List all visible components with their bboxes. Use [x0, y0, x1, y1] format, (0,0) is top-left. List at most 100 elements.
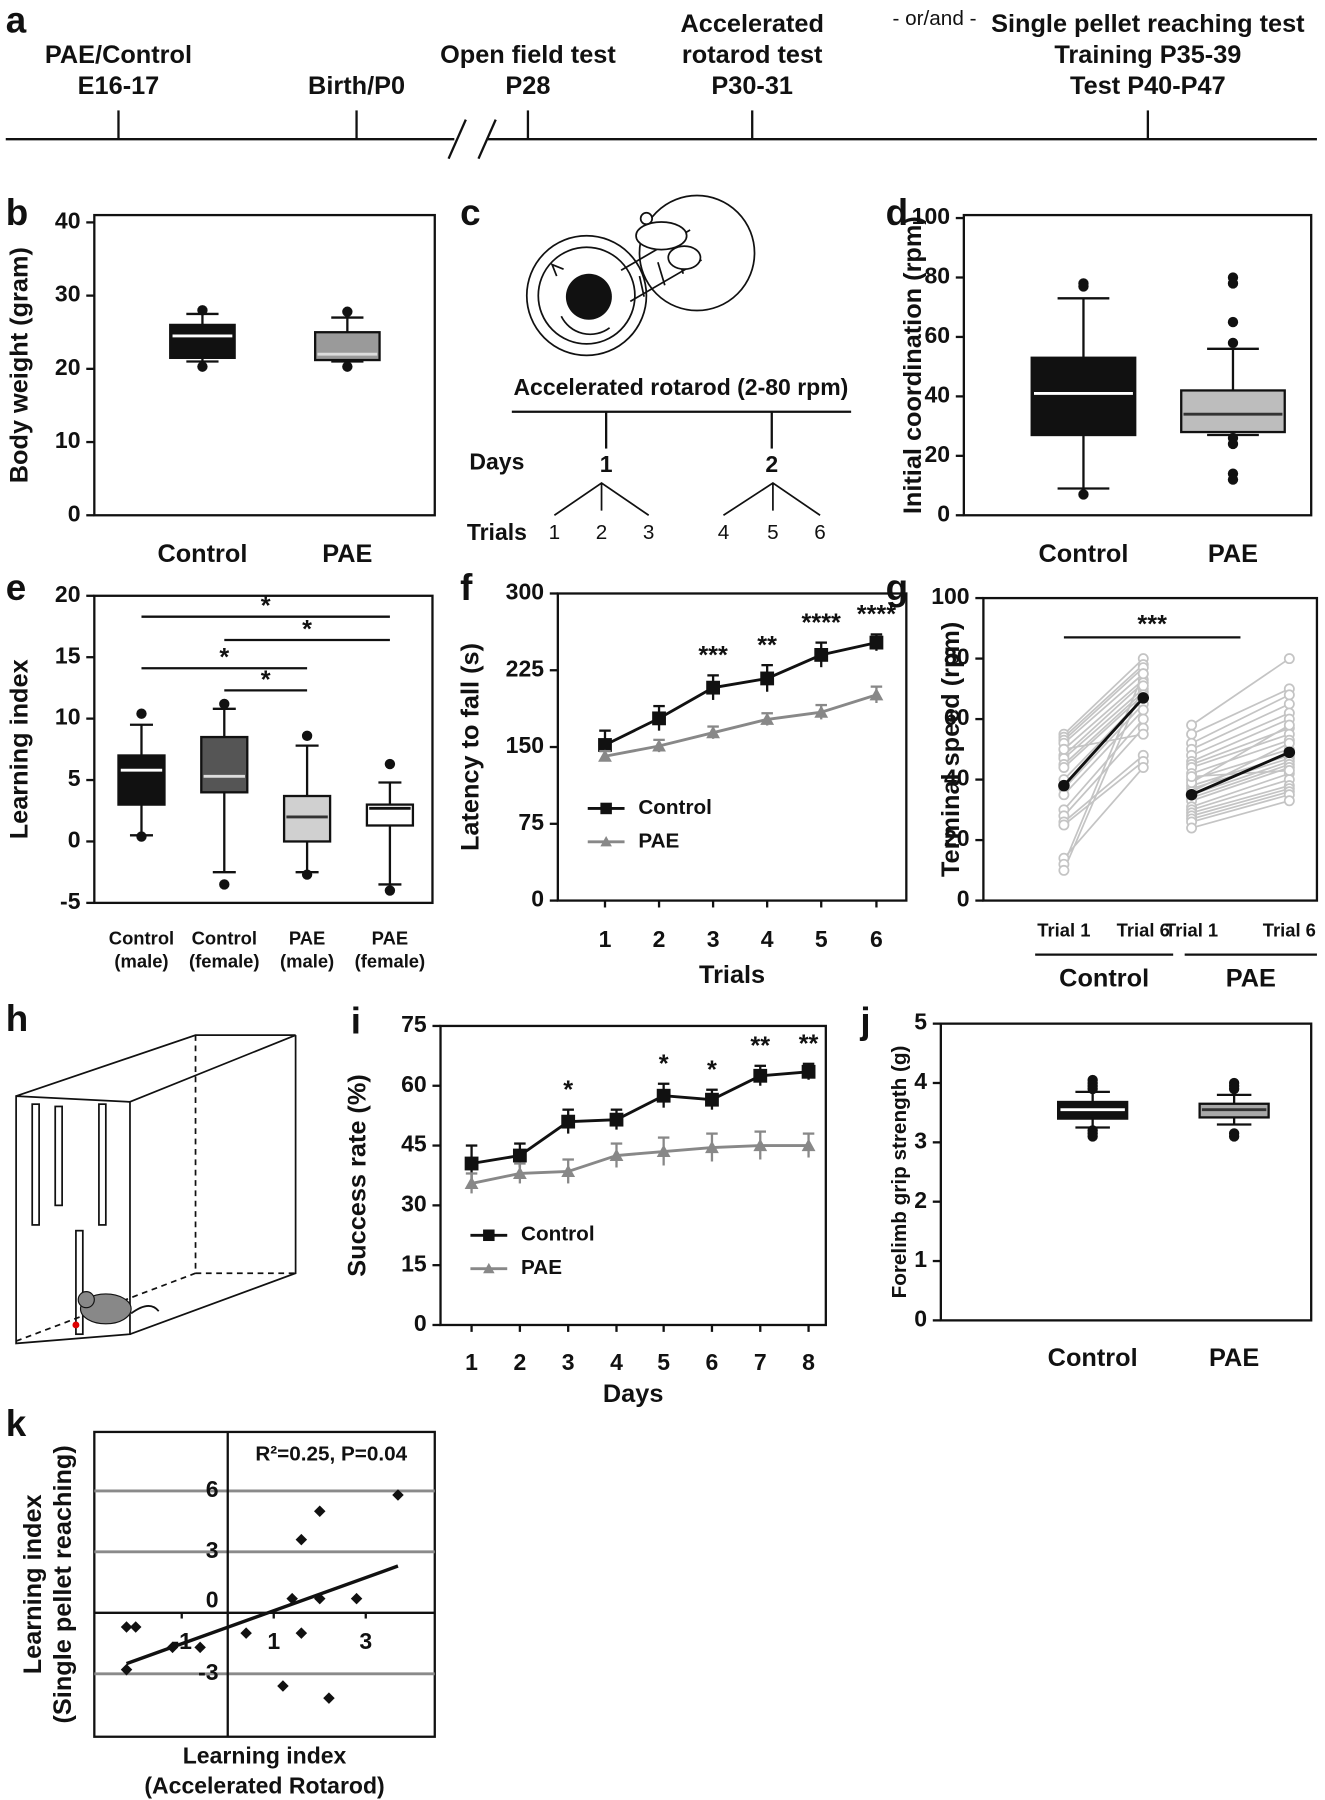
significance-label: *** [698, 642, 728, 670]
y-tick-label: 40 [944, 765, 970, 791]
marker [760, 671, 775, 686]
point [1283, 689, 1295, 701]
y-tick-label: 60 [944, 704, 970, 730]
x-tick-label: Control [157, 540, 247, 568]
flier [1078, 281, 1089, 292]
timeline-label: Birth/P0 [308, 72, 405, 100]
y-tick-label: 30 [401, 1190, 427, 1216]
flier [197, 305, 208, 316]
box [365, 803, 415, 827]
trial-label: 6 [814, 521, 826, 544]
trial-label: 1 [549, 521, 561, 544]
x-tick-label: PAE [1208, 540, 1258, 568]
x-tick-label: 3 [359, 1628, 372, 1654]
significance-label: * [563, 1076, 573, 1104]
plot-frame [439, 1024, 827, 1327]
marker [652, 739, 666, 752]
point [1283, 653, 1295, 665]
significance-label: ** [750, 1032, 770, 1060]
flier [1087, 1083, 1098, 1095]
marker [561, 1114, 576, 1129]
x-axis-label: Learning index [183, 1743, 347, 1769]
marker [705, 1140, 719, 1154]
panel-label: f [460, 567, 473, 608]
pair-line [1191, 784, 1290, 814]
y-tick-label: 100 [912, 203, 950, 229]
pair-line [1063, 673, 1144, 744]
pair-line [1191, 748, 1290, 781]
timeline-label: P28 [505, 72, 550, 100]
flier [301, 869, 313, 880]
pair-line [1063, 667, 1144, 741]
point [1137, 713, 1149, 725]
point [1283, 737, 1295, 749]
y-tick-label: 0 [531, 886, 544, 912]
pair-line [1063, 685, 1145, 871]
point [1058, 819, 1070, 831]
y-tick-label: 0 [68, 827, 81, 853]
y-tick-label: 4 [914, 1068, 927, 1094]
fit-line [125, 1564, 399, 1666]
y-tick-label: 100 [931, 583, 969, 609]
x-tick-label: Control [192, 928, 257, 949]
marker [706, 680, 721, 695]
timeline-label: Single pellet reaching test [991, 10, 1305, 38]
x-tick-label: 5 [815, 926, 828, 952]
x-axis-label: Days [603, 1380, 663, 1408]
y-axis-label: Success rate (%) [344, 1074, 372, 1276]
flier [1087, 1131, 1098, 1142]
point [1137, 704, 1149, 716]
point [1283, 795, 1295, 807]
pair-line [1063, 709, 1144, 796]
y-tick-label: 3 [206, 1537, 219, 1563]
flier [219, 698, 230, 710]
y-tick-label: 300 [506, 579, 544, 605]
panel-label: i [351, 1000, 361, 1041]
pair-line [1191, 657, 1290, 726]
significance-label: *** [1137, 611, 1167, 639]
axis-break [477, 119, 497, 160]
y-axis-label: Terminal speed (rpm) [937, 622, 965, 877]
marker [706, 725, 721, 739]
panel-label: a [6, 0, 27, 41]
flier [1228, 1083, 1240, 1095]
flier [342, 306, 353, 317]
group-label: Control [1059, 965, 1149, 993]
flier [301, 730, 313, 741]
point [1137, 680, 1149, 692]
y-tick-label: -3 [198, 1659, 218, 1685]
mean-point [1185, 788, 1198, 801]
x-tick-label: 6 [706, 1349, 719, 1375]
x-axis-label: Trials [699, 961, 765, 989]
mean-line [1191, 751, 1290, 797]
marker [464, 1176, 479, 1189]
significance-label: * [707, 1056, 717, 1084]
y-tick-label: 5 [68, 765, 81, 791]
plot-frame [982, 596, 1319, 902]
mean-line [1062, 696, 1145, 787]
series-line [471, 1070, 809, 1165]
x-tick-label: Control [1038, 540, 1128, 568]
x-tick-label: Control [109, 928, 174, 949]
series-line [604, 693, 877, 758]
point [1186, 771, 1198, 783]
y-tick-label: 20 [55, 581, 81, 607]
marker [609, 1112, 624, 1127]
pair-line [1191, 694, 1290, 745]
timeline-label: Accelerated [680, 10, 823, 38]
flier [1078, 489, 1089, 500]
x-tick-label: PAE [1209, 1344, 1259, 1372]
box [314, 331, 381, 362]
panel-label: j [859, 1000, 870, 1041]
pair-line [1191, 787, 1290, 817]
significance-label: **** [802, 609, 842, 637]
point [1058, 789, 1070, 801]
pair-line [1191, 790, 1290, 820]
flier [219, 879, 230, 890]
point [1058, 762, 1070, 773]
pair-line [1063, 657, 1144, 735]
flier [1227, 278, 1239, 289]
x-axis-label: (Accelerated Rotarod) [144, 1772, 384, 1798]
trial-label: 2 [596, 521, 608, 544]
